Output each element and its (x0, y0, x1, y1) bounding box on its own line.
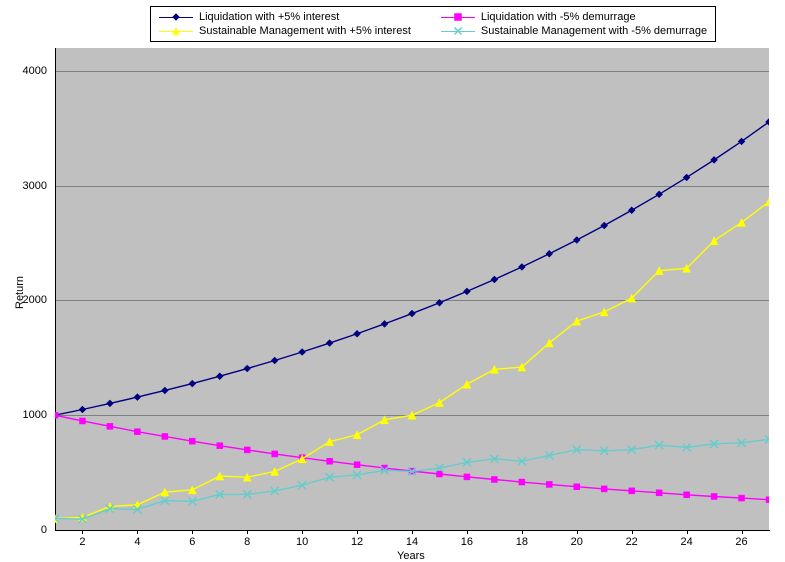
series-square (52, 412, 772, 502)
series-x (51, 435, 773, 523)
chart-svg (0, 0, 785, 558)
series-diamond (52, 118, 773, 418)
chart-root: Liquidation with +5% interestLiquidation… (0, 0, 785, 558)
